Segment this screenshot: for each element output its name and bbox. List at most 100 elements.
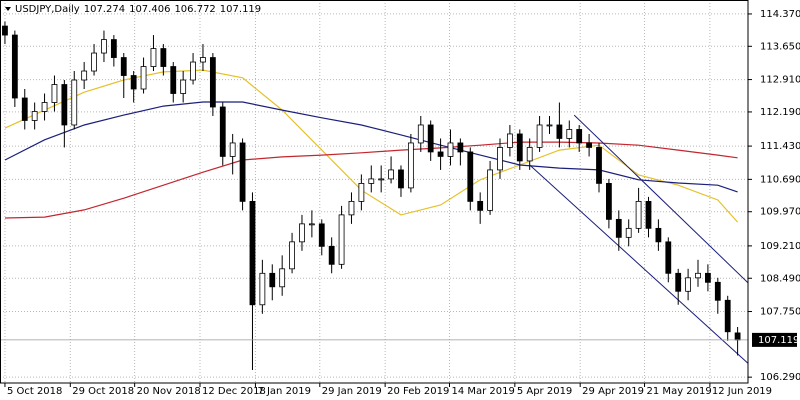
y-tick-label: 110.690 (760, 174, 800, 185)
candle-body (497, 147, 503, 171)
candle-body (11, 34, 18, 99)
candle-body (130, 75, 137, 90)
candle-body (398, 169, 404, 189)
candle-body (160, 48, 167, 67)
candle-body (21, 97, 28, 121)
x-tick-label: 29 Oct 2018 (72, 386, 134, 397)
candle-body (249, 200, 256, 306)
candle-body (269, 272, 276, 288)
candle-body (388, 169, 394, 180)
candle-body (437, 151, 444, 157)
candle-body (526, 147, 533, 162)
candle-body (200, 57, 206, 63)
candle-body (586, 142, 592, 148)
candle-body (536, 124, 543, 148)
candle-body (190, 61, 196, 81)
x-tick-label: 7 Jan 2019 (257, 386, 311, 397)
moving-average (4, 141, 738, 219)
candle-body (318, 223, 325, 247)
y-tick-label: 108.490 (760, 273, 800, 284)
x-tick-label: 20 Feb 2019 (387, 386, 449, 397)
plot-area (0, 21, 748, 370)
candle-body (219, 106, 226, 157)
channel-line (529, 164, 748, 364)
candle-body (645, 200, 652, 229)
y-tick-label: 109.970 (760, 207, 800, 218)
candle-body (615, 218, 622, 238)
candle-body (605, 183, 612, 220)
axes: 114.370 113.650 112.910 112.190 111.430 110.6… (4, 9, 800, 397)
candle-body (655, 227, 662, 243)
y-tick-label: 114.370 (760, 9, 800, 20)
candle-body (685, 277, 692, 292)
candle-body (299, 223, 305, 243)
candle-body (576, 129, 583, 144)
candle-body (120, 57, 127, 76)
y-tick-label: 113.650 (760, 41, 800, 52)
candle-body (308, 223, 315, 226)
channel-line (573, 114, 748, 284)
candle-body (140, 66, 147, 90)
candle-body (516, 133, 523, 162)
candle-body (209, 57, 216, 108)
y-tick-label: 112.910 (760, 75, 800, 86)
y-tick-label: 107.750 (760, 307, 800, 318)
y-tick-label: 109.210 (760, 241, 800, 252)
candle-body (467, 151, 474, 202)
candle-body (407, 142, 414, 189)
candle-body (170, 66, 177, 94)
header-triangle (5, 7, 11, 11)
x-tick-label: 5 Oct 2018 (7, 386, 62, 397)
price-label-box (752, 332, 797, 347)
moving-average (4, 69, 739, 223)
candle-body (566, 129, 573, 139)
candle-body (506, 133, 513, 148)
candle-body (477, 200, 484, 211)
header-high: 107.406 (129, 4, 170, 15)
candle-body (556, 124, 563, 139)
x-tick-label: 20 Nov 2018 (137, 386, 201, 397)
price-label: 107.119 (758, 335, 799, 346)
candle-body (239, 142, 246, 202)
candle-body (665, 241, 672, 274)
candle-body (91, 52, 97, 72)
candle-body (279, 268, 286, 288)
candle-body (734, 332, 741, 341)
candle-body (675, 272, 682, 292)
candle-body (625, 227, 632, 238)
candle-body (31, 111, 38, 121)
candle-body (714, 281, 721, 301)
candle-body (635, 200, 642, 229)
x-tick-label: 29 Apr 2019 (582, 386, 644, 397)
candle-body (427, 124, 434, 153)
plot-frame (0, 0, 749, 384)
candle-body (447, 142, 454, 157)
candle-body (71, 79, 78, 126)
candle-body (110, 39, 117, 58)
candle-body (229, 142, 236, 157)
candle-body (51, 84, 58, 103)
candle-body (338, 214, 345, 265)
header-close: 107.119 (220, 4, 261, 15)
candle-body (41, 102, 48, 112)
candle-body (2, 25, 8, 36)
candle-body (259, 272, 266, 306)
candle-body (61, 84, 68, 126)
header: USDJPY,Daily 107.274 107.406 106.772 107.119 (15, 4, 261, 15)
candle-body (705, 272, 711, 283)
y-tick-label: 111.430 (760, 141, 800, 152)
candle-body (368, 178, 375, 184)
x-tick-label: 5 Apr 2019 (517, 386, 572, 397)
candle-body (180, 79, 187, 94)
header-low: 106.772 (174, 4, 215, 15)
candle-body (328, 245, 335, 265)
candle-body (457, 142, 464, 153)
candle-body (150, 48, 157, 67)
grid (0, 0, 748, 383)
moving-average (4, 101, 738, 193)
x-tick-label: 12 Dec 2018 (202, 386, 266, 397)
candle-body (487, 169, 493, 211)
candle-body (348, 200, 355, 216)
candle-body (724, 299, 731, 333)
